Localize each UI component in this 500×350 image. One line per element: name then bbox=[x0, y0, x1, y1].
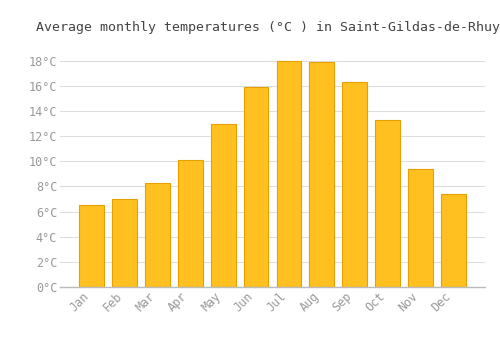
Bar bbox=[80, 205, 104, 287]
Bar bbox=[441, 194, 466, 287]
Bar bbox=[276, 61, 301, 287]
Bar bbox=[408, 169, 433, 287]
Title: Average monthly temperatures (°C ) in Saint-Gildas-de-Rhuys: Average monthly temperatures (°C ) in Sa… bbox=[36, 21, 500, 34]
Bar bbox=[211, 124, 236, 287]
Bar bbox=[310, 62, 334, 287]
Bar bbox=[244, 87, 268, 287]
Bar bbox=[342, 82, 367, 287]
Bar bbox=[145, 183, 170, 287]
Bar bbox=[376, 120, 400, 287]
Bar bbox=[178, 160, 203, 287]
Bar bbox=[112, 199, 137, 287]
